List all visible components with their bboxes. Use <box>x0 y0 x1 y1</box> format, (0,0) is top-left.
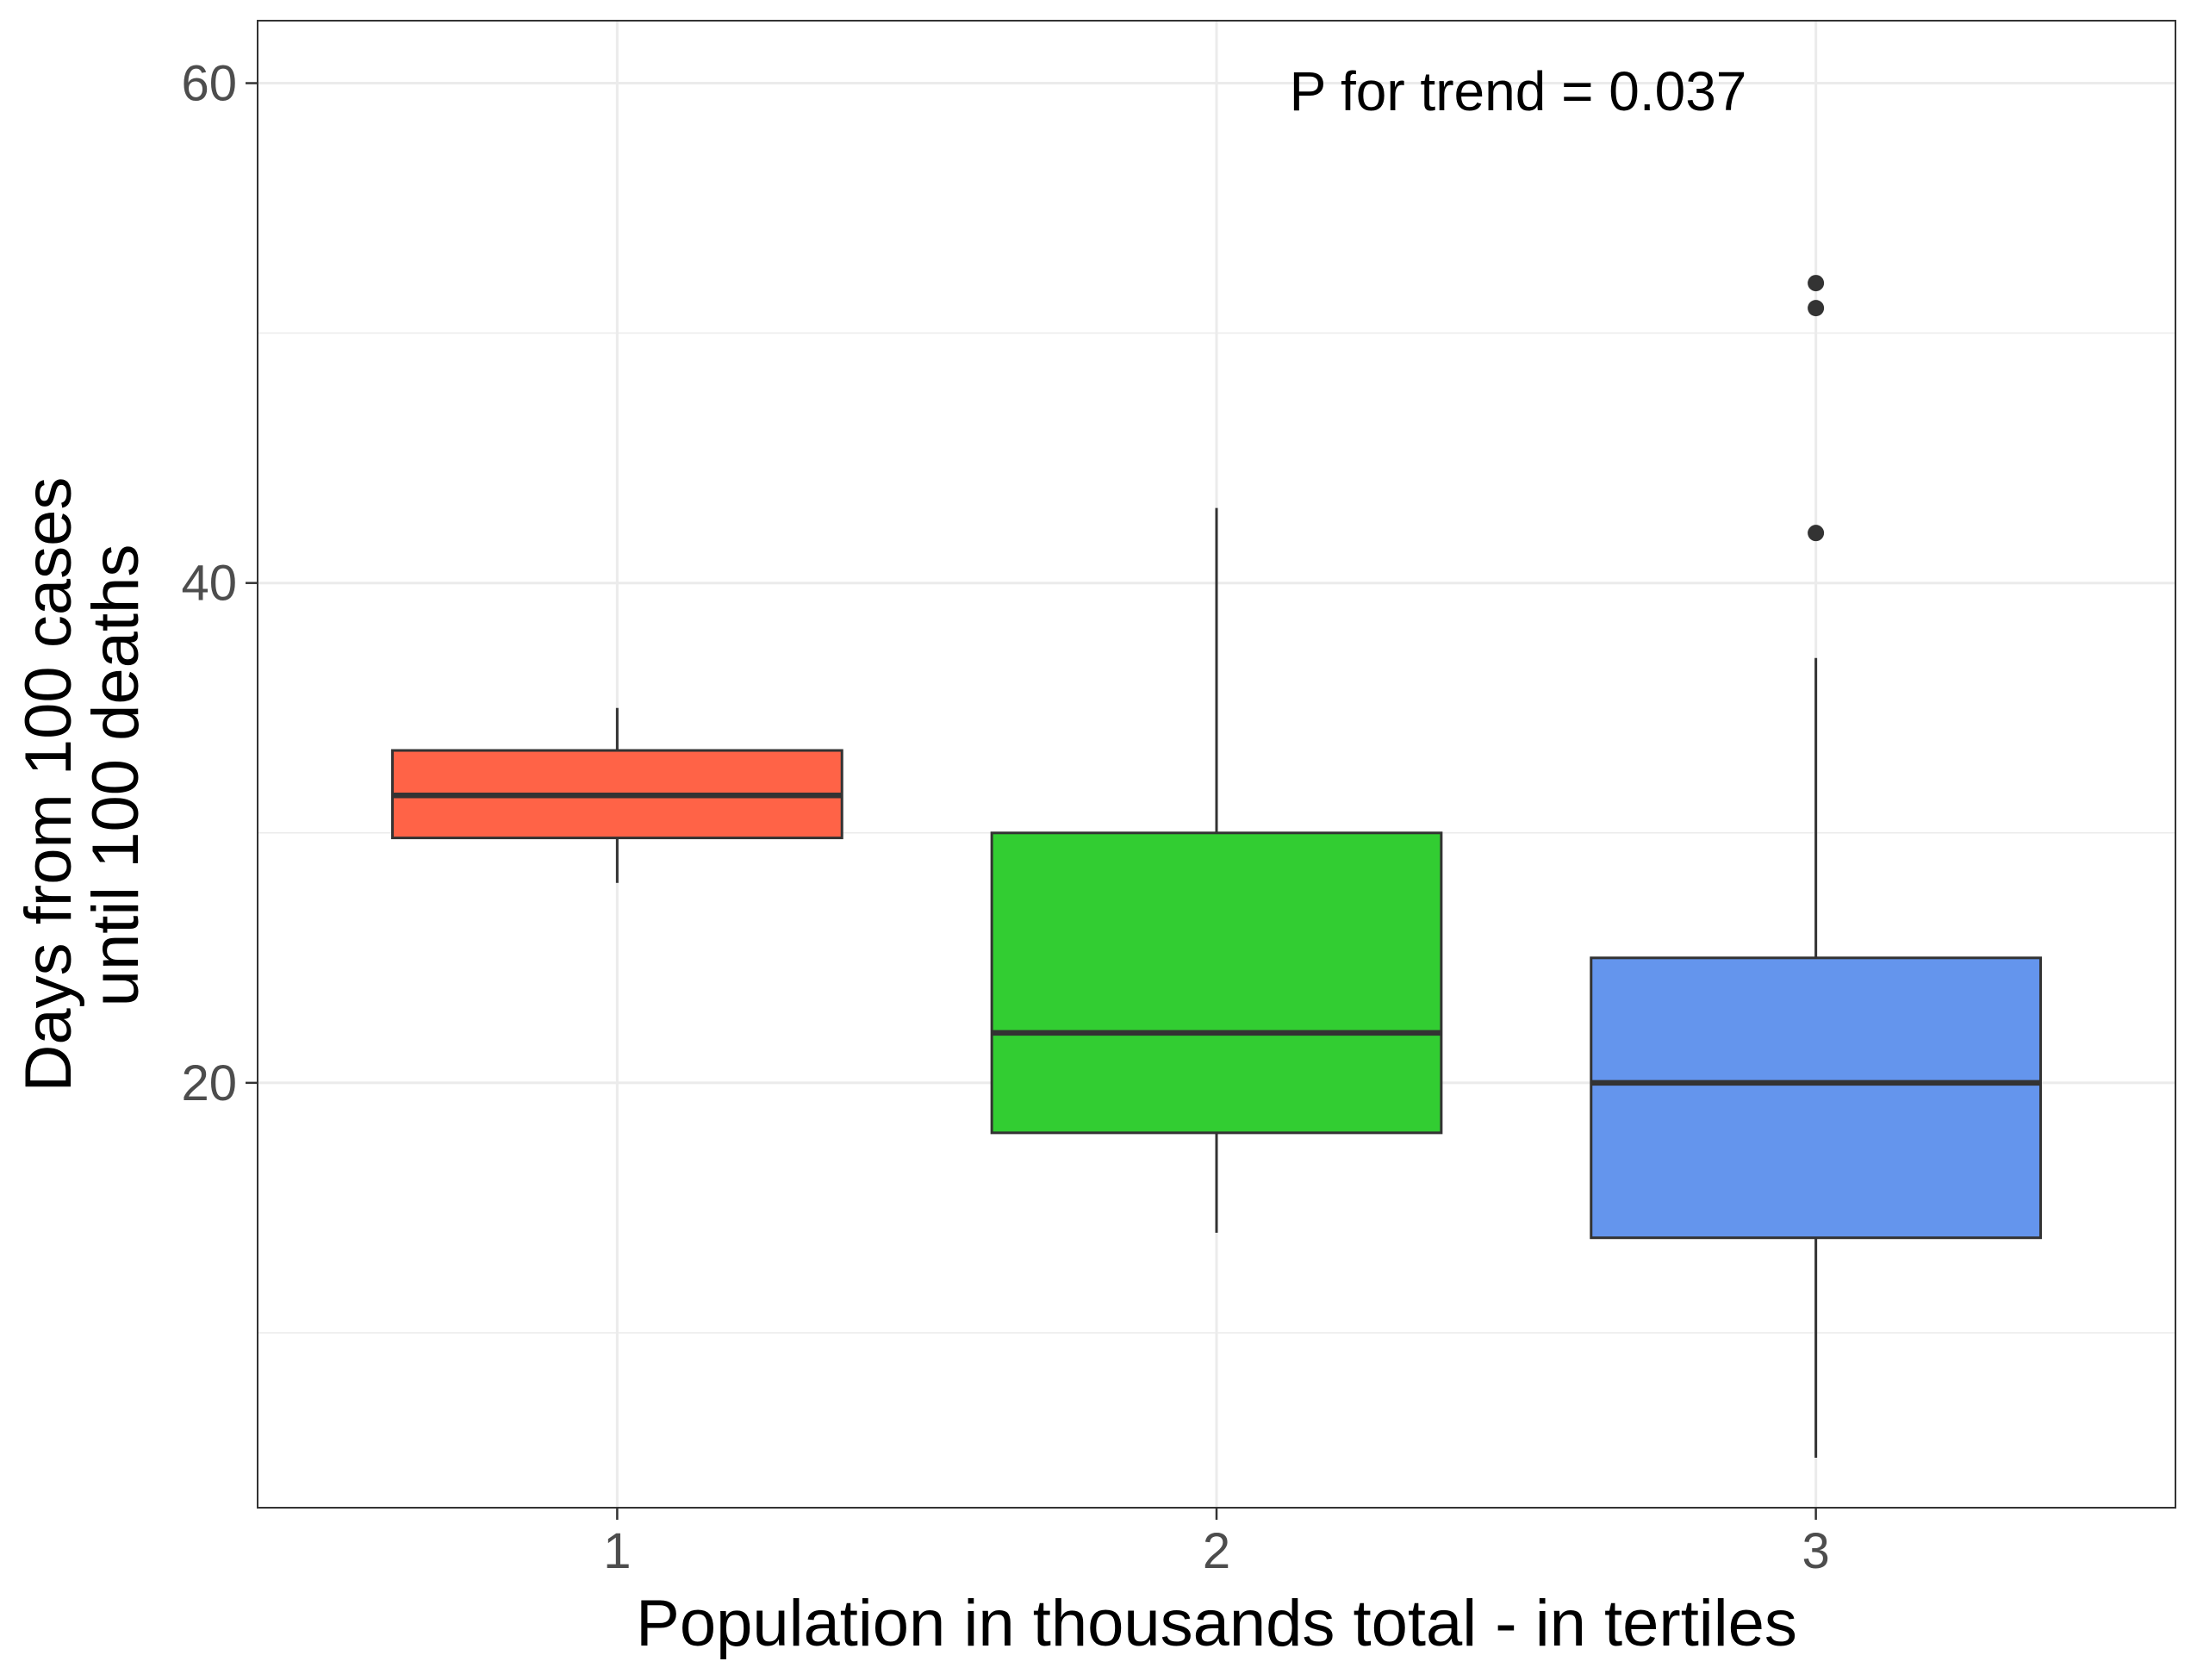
outlier-3-0 <box>1808 525 1825 542</box>
x-axis-title: Population in thousands total - in terti… <box>636 1587 1797 1660</box>
box-group-2 <box>990 507 1443 1233</box>
y-axis-title: Days from 100 cases until 100 deaths <box>12 459 152 1092</box>
outlier-3-2 <box>1808 275 1825 292</box>
boxes <box>391 275 2042 1458</box>
outlier-3-1 <box>1808 300 1825 317</box>
y-tick-label-20: 20 <box>181 1055 237 1111</box>
y-tick-label-40: 40 <box>181 556 237 612</box>
trend-annotation: P for trend = 0.037 <box>1290 60 1747 122</box>
x-tick-label-3: 3 <box>1802 1523 1829 1579</box>
y-axis-title-line-2: until 100 deaths <box>79 544 152 1007</box>
y-tick-label-60: 60 <box>181 56 237 112</box>
box-3 <box>1590 956 2042 1240</box>
x-tick-label-2: 2 <box>1203 1523 1230 1579</box>
box-group-1 <box>391 707 843 883</box>
y-axis-title-line-1: Days from 100 cases <box>12 477 85 1092</box>
x-axis: 1 2 3 <box>603 1508 1830 1579</box>
y-axis: 20 40 60 <box>181 56 258 1111</box>
box-2 <box>990 831 1443 1135</box>
x-tick-label-1: 1 <box>603 1523 631 1579</box>
box-group-3 <box>1590 275 2042 1458</box>
